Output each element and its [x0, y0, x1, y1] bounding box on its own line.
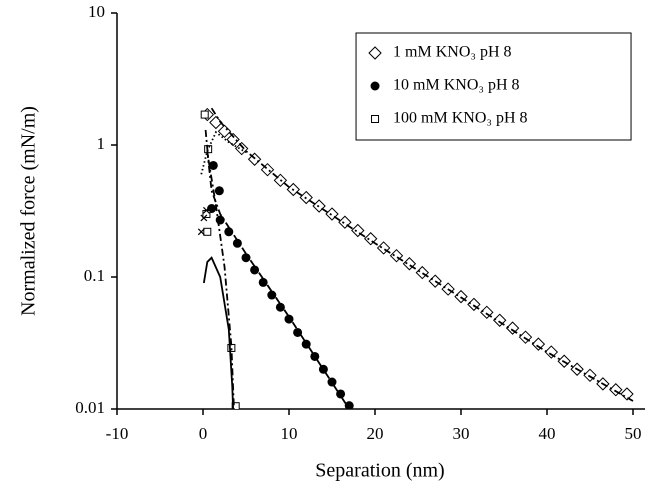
x-tick-label: 40 — [539, 424, 556, 443]
cross-marker — [200, 214, 208, 222]
circle-marker — [224, 227, 234, 237]
legend-box — [355, 32, 632, 141]
diamond-marker — [544, 345, 559, 359]
x-tick-label: 30 — [453, 424, 470, 443]
y-tick-label: 0.01 — [75, 398, 105, 417]
circle-marker — [267, 290, 277, 300]
square-marker — [200, 110, 209, 119]
fit-line — [204, 129, 235, 409]
legend-label: 100 mM KNO₃ pH 8 — [393, 110, 527, 127]
square-marker — [371, 115, 380, 123]
x-tick-label: 10 — [281, 424, 298, 443]
diamond-marker — [505, 321, 520, 335]
fit-line — [200, 130, 247, 175]
y-tick-label: 1 — [97, 134, 106, 153]
circle-marker — [284, 314, 294, 324]
diamond-marker — [260, 162, 275, 177]
cross-marker — [203, 206, 210, 214]
circle-marker — [275, 302, 285, 312]
circle-marker — [208, 160, 218, 170]
x-tick-label: 50 — [625, 424, 642, 443]
cross-marker — [197, 228, 205, 236]
x-axis-title: Separation (nm) — [315, 460, 444, 482]
legend-label: 10 mM KNO₃ pH 8 — [393, 77, 519, 94]
fit-line — [210, 107, 634, 402]
fit-line — [206, 150, 350, 409]
diamond-marker — [376, 241, 391, 255]
y-tick-label: 0.1 — [84, 266, 105, 285]
diamond-marker — [531, 337, 546, 351]
diamond-marker — [226, 132, 240, 147]
diamond-marker — [209, 115, 223, 130]
circle-marker — [370, 81, 380, 91]
x-tick-label: 0 — [199, 424, 208, 443]
diamond-marker — [368, 46, 382, 60]
diamond-marker — [351, 223, 365, 238]
plot-area — [197, 107, 634, 409]
diamond-marker — [338, 215, 352, 229]
circle-marker — [250, 265, 260, 275]
square-marker — [203, 227, 212, 236]
x-tick-label: 20 — [367, 424, 384, 443]
y-axis-title: Normalized force (mN/m) — [18, 106, 40, 316]
circle-marker — [293, 327, 303, 337]
diamond-marker — [518, 330, 533, 344]
circle-marker — [344, 401, 354, 409]
circle-marker — [258, 277, 268, 287]
x-tick-label: -10 — [106, 424, 129, 443]
diamond-marker — [583, 368, 597, 383]
diamond-marker — [325, 207, 339, 221]
legend-label: 1 mM KNO₃ pH 8 — [393, 44, 511, 61]
y-tick-label: 10 — [88, 2, 105, 21]
circle-marker — [241, 253, 251, 263]
diamond-marker — [620, 387, 634, 401]
fit-line — [202, 256, 234, 409]
circle-marker — [214, 186, 224, 196]
circle-marker — [336, 389, 346, 399]
square-marker — [202, 210, 211, 219]
diamond-marker — [234, 141, 249, 156]
legend: 1 mM KNO₃ pH 8 10 mM KNO₃ pH 8 100 mM KNO₃… — [355, 32, 632, 141]
diamond-marker — [217, 124, 232, 139]
